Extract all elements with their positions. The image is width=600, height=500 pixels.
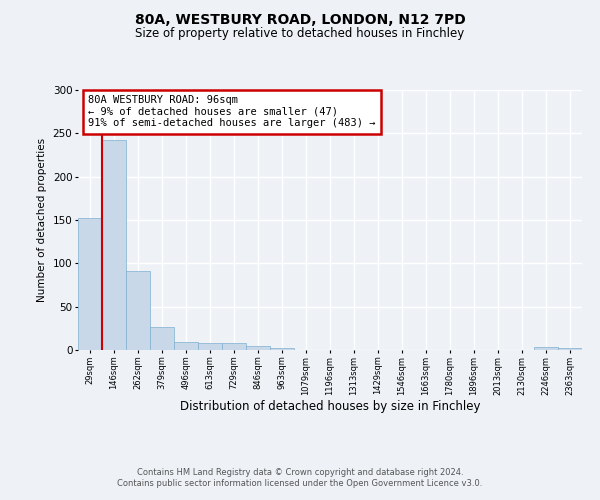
- Text: Contains HM Land Registry data © Crown copyright and database right 2024.
Contai: Contains HM Land Registry data © Crown c…: [118, 468, 482, 487]
- Bar: [558, 348, 582, 350]
- Bar: [174, 342, 198, 350]
- Bar: [78, 218, 102, 350]
- X-axis label: Distribution of detached houses by size in Finchley: Distribution of detached houses by size …: [180, 400, 480, 413]
- Bar: [126, 271, 150, 350]
- Text: 80A WESTBURY ROAD: 96sqm
← 9% of detached houses are smaller (47)
91% of semi-de: 80A WESTBURY ROAD: 96sqm ← 9% of detache…: [88, 95, 376, 128]
- Bar: [198, 343, 222, 350]
- Text: 80A, WESTBURY ROAD, LONDON, N12 7PD: 80A, WESTBURY ROAD, LONDON, N12 7PD: [134, 12, 466, 26]
- Bar: [150, 326, 174, 350]
- Bar: [534, 348, 558, 350]
- Text: Size of property relative to detached houses in Finchley: Size of property relative to detached ho…: [136, 28, 464, 40]
- Bar: [246, 346, 270, 350]
- Bar: [270, 348, 294, 350]
- Bar: [222, 343, 246, 350]
- Bar: [102, 140, 126, 350]
- Y-axis label: Number of detached properties: Number of detached properties: [37, 138, 47, 302]
